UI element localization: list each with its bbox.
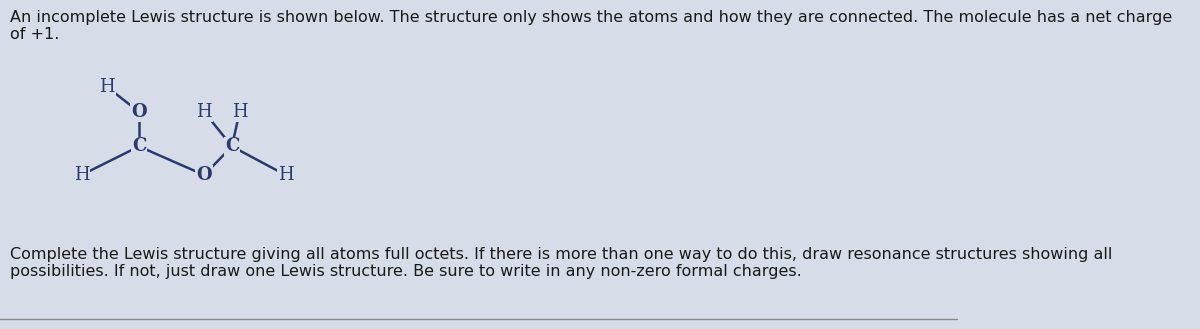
Text: O: O: [197, 166, 212, 184]
Text: H: H: [100, 78, 115, 96]
Text: H: H: [232, 103, 247, 121]
Text: H: H: [278, 166, 294, 184]
Text: An incomplete Lewis structure is shown below. The structure only shows the atoms: An incomplete Lewis structure is shown b…: [10, 10, 1172, 42]
Text: C: C: [132, 138, 146, 155]
Text: H: H: [73, 166, 89, 184]
Text: O: O: [131, 103, 146, 121]
Text: Complete the Lewis structure giving all atoms full octets. If there is more than: Complete the Lewis structure giving all …: [10, 247, 1112, 279]
Text: H: H: [197, 103, 212, 121]
Text: C: C: [224, 138, 239, 155]
